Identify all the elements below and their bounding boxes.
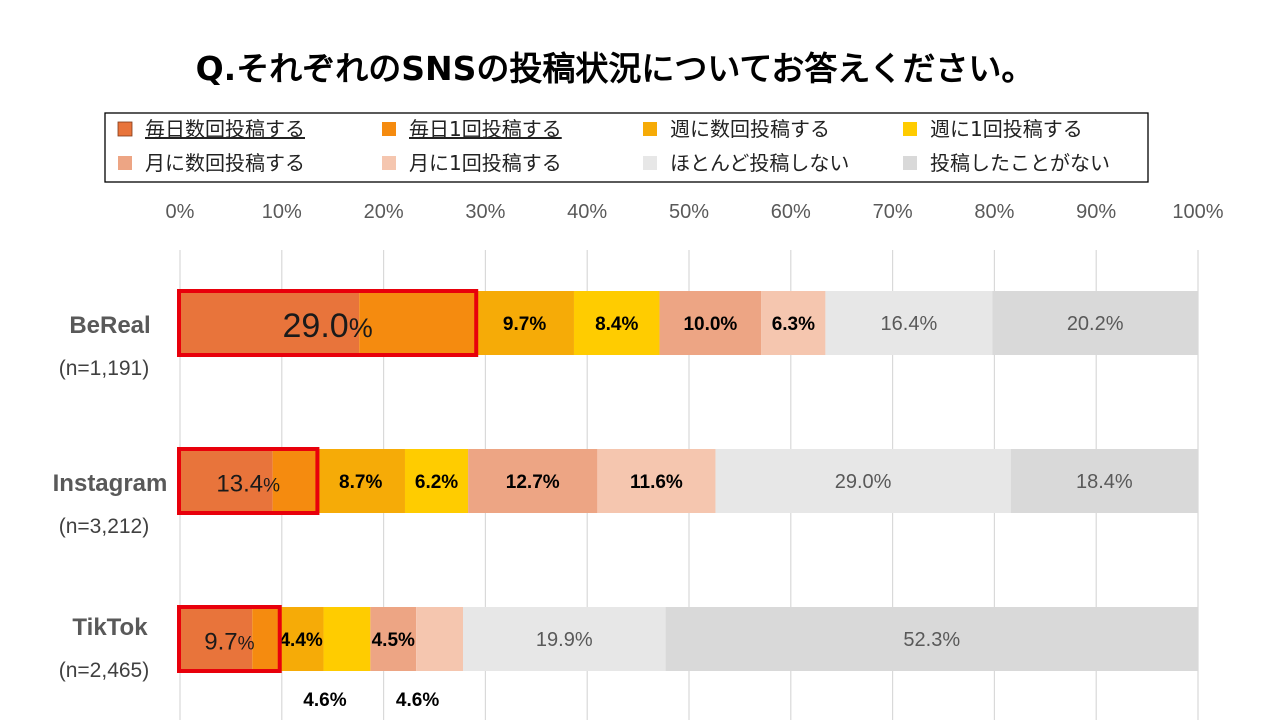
data-label: 8.7%	[339, 472, 382, 493]
legend-swatch	[903, 156, 917, 170]
legend-swatch	[117, 121, 133, 137]
highlight-label: 29.0%	[283, 307, 373, 345]
bar-segment	[573, 291, 660, 355]
bar-segment	[359, 291, 476, 355]
legend: 毎日数回投稿する 毎日1回投稿する 週に数回投稿する 週に1回投稿する月に数回投稿する…	[104, 112, 1149, 183]
x-tick-label: 40%	[567, 201, 607, 223]
x-tick-label: 60%	[771, 201, 811, 223]
bar-segment	[825, 291, 993, 355]
category-labels: BeReal (n=1,191) Instagram (n=3,212) TikTok (…	[53, 312, 168, 682]
highlight-label: 13.4%	[216, 471, 280, 498]
data-label: 4.4%	[279, 630, 322, 651]
legend-swatch	[382, 122, 396, 136]
bar-segment	[180, 291, 360, 355]
bar-segment	[665, 607, 1198, 671]
category-label: Instagram	[53, 470, 168, 497]
bar-segment	[475, 291, 574, 355]
highlight-boxes: 29.0% 13.4% 9.7%	[177, 289, 479, 673]
data-label: 20.2%	[1067, 313, 1124, 335]
legend-frame	[104, 112, 1149, 183]
data-label: 16.4%	[881, 313, 938, 335]
x-tick-label: 10%	[262, 201, 302, 223]
bar-segment	[416, 607, 464, 671]
data-label: 6.2%	[415, 472, 458, 493]
bar-segment	[370, 607, 417, 671]
highlight-box	[177, 289, 479, 357]
data-label: 6.3%	[772, 314, 815, 335]
bars	[180, 291, 1198, 671]
bar-segment	[323, 607, 371, 671]
category-n: (n=3,212)	[59, 515, 149, 538]
chart-title: Q.それぞれのSNSの投稿状況についてお答えください。	[196, 49, 1035, 88]
data-label: 29.0%	[835, 471, 892, 493]
legend-label: 毎日数回投稿する	[145, 117, 305, 141]
data-labels: 9.7% 8.4% 10.0% 6.3% 16.4% 20.2% 8.7% 6.2% 12.7%…	[279, 313, 1132, 711]
x-tick-label: 90%	[1076, 201, 1116, 223]
bar-segment	[659, 291, 762, 355]
bar-segment	[180, 607, 253, 671]
bar-segment	[463, 607, 666, 671]
data-label: 19.9%	[536, 629, 593, 651]
category-label: BeReal	[69, 312, 150, 339]
legend-swatch	[643, 156, 657, 170]
bar-segment	[252, 607, 279, 671]
bar-segment	[180, 449, 273, 513]
data-label: 10.0%	[683, 314, 737, 335]
legend-label: ほとんど投稿しない	[670, 151, 849, 175]
data-label: 12.7%	[506, 472, 560, 493]
x-tick-label: 50%	[669, 201, 709, 223]
legend-label: 週に1回投稿する	[930, 117, 1083, 141]
data-label: 9.7%	[503, 314, 546, 335]
bar-segment	[468, 449, 598, 513]
legend-swatch	[643, 122, 657, 136]
x-tick-label: 20%	[364, 201, 404, 223]
x-tick-label: 100%	[1172, 201, 1223, 223]
highlight-label: 9.7%	[204, 629, 254, 656]
data-label: 18.4%	[1076, 471, 1133, 493]
bar-segment	[404, 449, 469, 513]
legend-label: 週に数回投稿する	[670, 117, 830, 141]
highlight-box	[177, 605, 282, 673]
x-tick-label: 80%	[974, 201, 1014, 223]
data-label: 4.6%	[303, 690, 346, 711]
legend-label: 投稿したことがない	[930, 151, 1110, 175]
bar-segment	[715, 449, 1011, 513]
data-label: 4.5%	[372, 630, 415, 651]
data-label: 8.4%	[595, 314, 638, 335]
data-label: 11.6%	[630, 472, 683, 493]
bar-segment	[272, 449, 317, 513]
x-tick-label: 70%	[873, 201, 913, 223]
bar-segment	[278, 607, 324, 671]
bar-segment	[316, 449, 405, 513]
bar-segment	[992, 291, 1198, 355]
legend-label: 月に数回投稿する	[145, 151, 305, 175]
legend-swatch	[118, 156, 132, 170]
bar-segment	[1010, 449, 1198, 513]
legend-swatch	[903, 122, 917, 136]
data-label: 4.6%	[396, 690, 439, 711]
category-label: TikTok	[72, 614, 148, 641]
bar-segment	[597, 449, 716, 513]
legend-swatch	[382, 156, 396, 170]
category-n: (n=1,191)	[59, 357, 149, 380]
x-tick-label: 30%	[465, 201, 505, 223]
highlight-box	[177, 447, 320, 515]
legend-label: 月に1回投稿する	[409, 151, 562, 175]
category-n: (n=2,465)	[59, 659, 149, 682]
x-axis-ticks: 0% 10% 20% 30% 40% 50% 60% 70% 80% 90% 100%	[166, 201, 1224, 223]
data-label: 52.3%	[903, 629, 960, 651]
x-tick-label: 0%	[166, 201, 195, 223]
bar-segment	[761, 291, 826, 355]
legend-label: 毎日1回投稿する	[409, 117, 562, 141]
